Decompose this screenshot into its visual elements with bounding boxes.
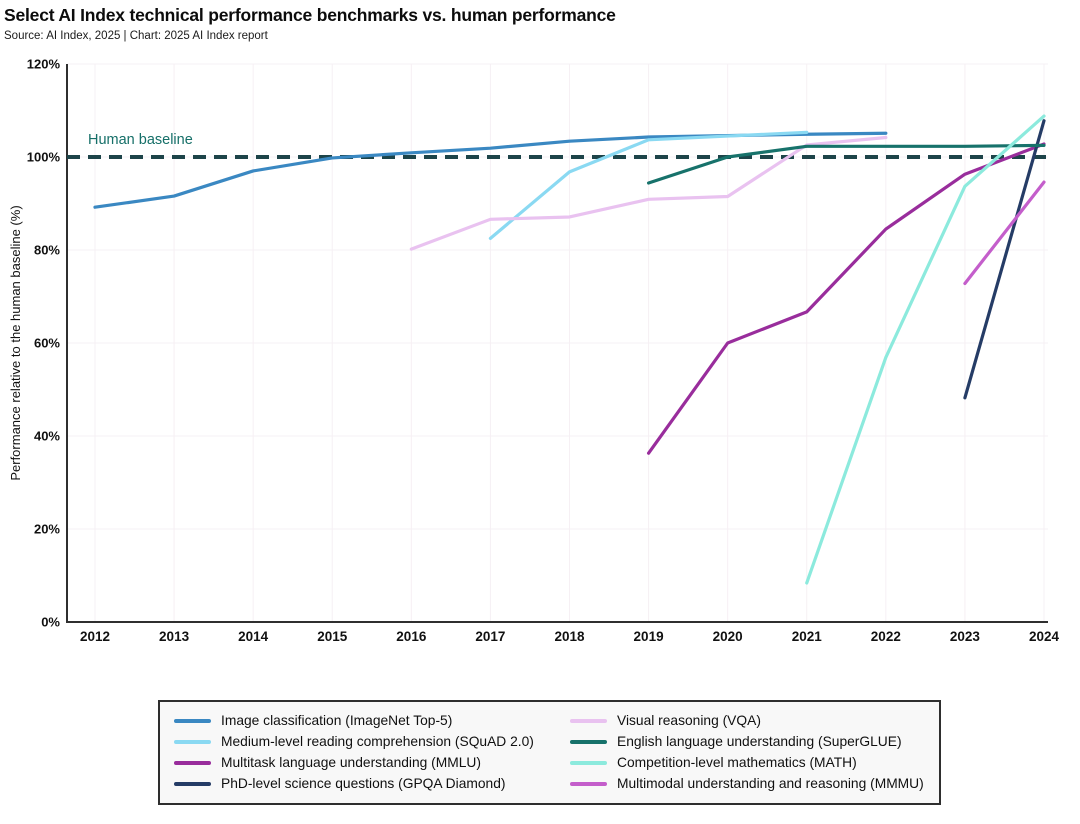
series-line-squad [488, 130, 809, 240]
x-tick-label: 2016 [396, 629, 427, 644]
legend-swatch-imagenet [174, 718, 211, 723]
legend-label: Medium-level reading comprehension (SQuA… [221, 734, 534, 749]
line-chart: 0% 20% 40% 60% 80% 100% 120% 2012 2013 2014 2015 20… [8, 57, 1060, 645]
legend-swatch-vqa [570, 718, 607, 723]
legend-label: Competition-level mathematics (MATH) [617, 755, 857, 770]
y-tick-label: 40% [34, 429, 60, 444]
series-line-math [805, 114, 1046, 585]
x-tick-label: 2014 [238, 629, 269, 644]
human-baseline-label: Human baseline [88, 132, 193, 148]
x-tick-label: 2022 [871, 629, 901, 644]
y-tick-label: 100% [27, 150, 61, 165]
x-tick-label: 2013 [159, 629, 190, 644]
series-line-mmmu [963, 180, 1046, 286]
x-tick-label: 2018 [554, 629, 585, 644]
legend-item-imagenet: Image classification (ImageNet Top-5) [174, 713, 564, 728]
source-caption: Source: AI Index, 2025 | Chart: 2025 AI … [4, 30, 268, 42]
x-tick-label: 2012 [80, 629, 110, 644]
page-title: Select AI Index technical performance be… [4, 5, 616, 25]
y-tick-label: 80% [34, 243, 60, 258]
y-tick-label: 120% [27, 57, 61, 72]
legend-item-math: Competition-level mathematics (MATH) [570, 755, 924, 770]
legend: Image classification (ImageNet Top-5) Med… [158, 700, 941, 805]
series-line-gpqa [963, 119, 1046, 400]
legend-swatch-gpqa [174, 781, 211, 786]
y-tick-label: 60% [34, 336, 60, 351]
legend-item-mmmu: Multimodal understanding and reasoning (… [570, 776, 924, 791]
series-line-superglue [646, 143, 1046, 185]
x-tick-label: 2023 [950, 629, 981, 644]
legend-item-squad: Medium-level reading comprehension (SQuA… [174, 734, 564, 749]
x-tick-label: 2015 [317, 629, 348, 644]
legend-swatch-mmmu [570, 781, 607, 786]
legend-item-superglue: English language understanding (SuperGLU… [570, 734, 924, 749]
series-line-mmlu [646, 142, 1046, 455]
legend-swatch-math [570, 760, 607, 765]
legend-swatch-superglue [570, 739, 607, 744]
x-tick-label: 2020 [713, 629, 743, 644]
y-tick-label: 20% [34, 522, 60, 537]
x-tick-label: 2017 [475, 629, 505, 644]
x-tick-label: 2019 [634, 629, 664, 644]
legend-label: Image classification (ImageNet Top-5) [221, 713, 453, 728]
legend-label: Multitask language understanding (MMLU) [221, 755, 481, 770]
y-axis-title: Performance relative to the human baseli… [8, 205, 23, 480]
legend-item-mmlu: Multitask language understanding (MMLU) [174, 755, 564, 770]
legend-swatch-mmlu [174, 760, 211, 765]
x-tick-label: 2021 [792, 629, 823, 644]
legend-item-vqa: Visual reasoning (VQA) [570, 713, 924, 728]
legend-label: Visual reasoning (VQA) [617, 713, 761, 728]
y-tick-label: 0% [41, 615, 60, 630]
legend-label: PhD-level science questions (GPQA Diamon… [221, 776, 506, 791]
legend-label: English language understanding (SuperGLU… [617, 734, 902, 749]
legend-label: Multimodal understanding and reasoning (… [617, 776, 924, 791]
legend-swatch-squad [174, 739, 211, 744]
x-tick-label: 2024 [1029, 629, 1060, 644]
legend-item-gpqa: PhD-level science questions (GPQA Diamon… [174, 776, 564, 791]
